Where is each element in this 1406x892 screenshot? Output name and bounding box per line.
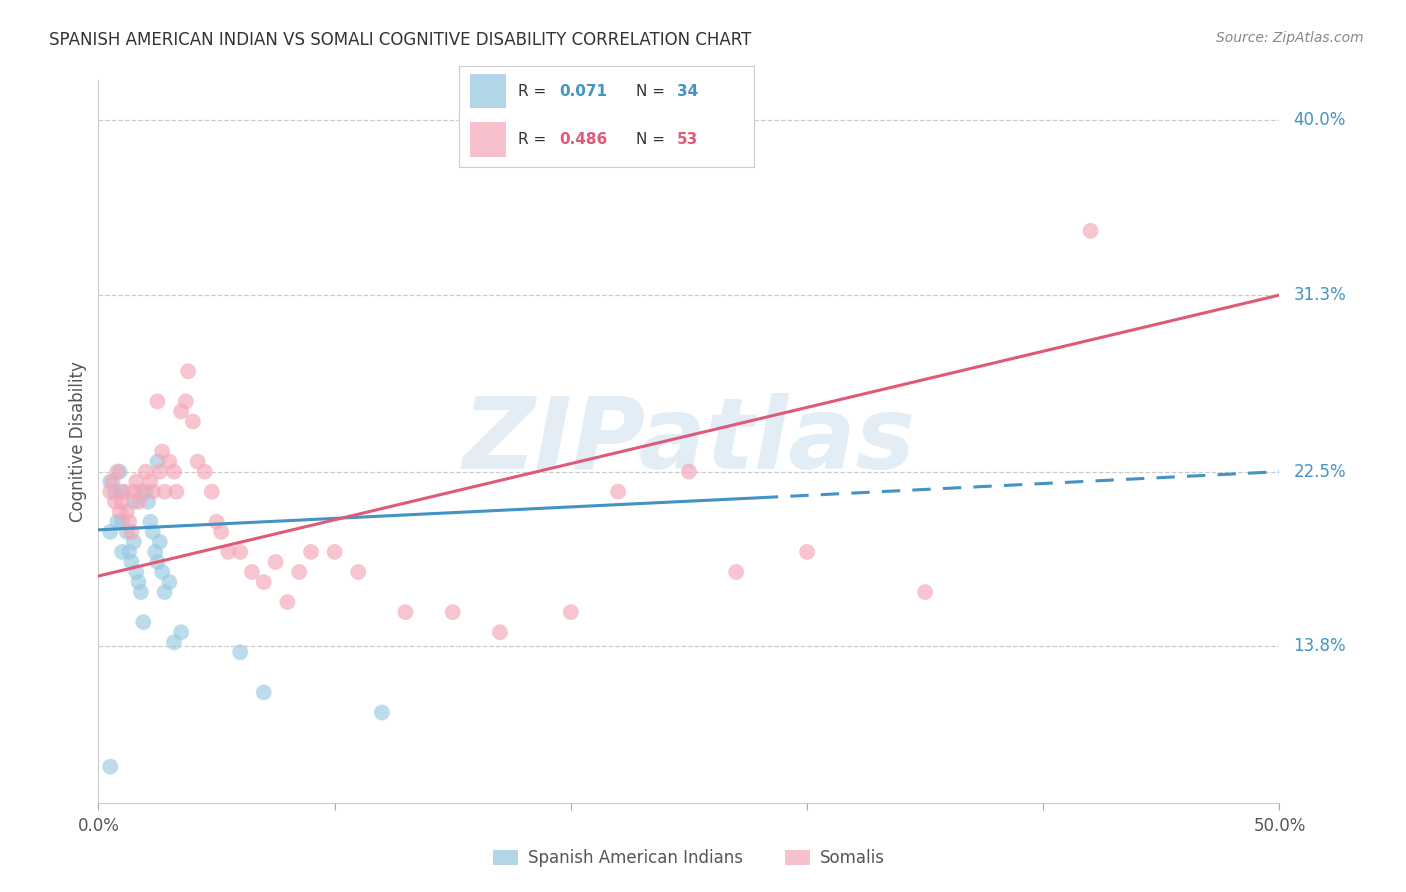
Point (914, 585, 936, 599)
Point (104, 494, 127, 508)
Point (299, 545, 322, 559)
Point (121, 555, 143, 569)
Point (146, 394, 169, 409)
Point (276, 595, 298, 609)
Point (288, 565, 311, 579)
Point (253, 574, 276, 589)
Point (128, 574, 150, 589)
Point (111, 545, 134, 559)
Legend: Spanish American Indians, Somalis: Spanish American Indians, Somalis (486, 843, 891, 874)
Text: 40.0%: 40.0% (1294, 112, 1346, 129)
Point (128, 494, 150, 508)
Point (115, 524, 138, 539)
Point (125, 565, 148, 579)
Y-axis label: Cognitive Disability: Cognitive Disability (69, 361, 87, 522)
Point (678, 465, 700, 479)
Point (98, 475, 121, 489)
Point (115, 505, 138, 519)
Point (240, 565, 263, 579)
Point (607, 484, 630, 499)
Point (371, 706, 394, 720)
Point (229, 545, 252, 559)
Point (105, 465, 128, 479)
Point (98, 484, 121, 499)
Point (108, 505, 131, 519)
Point (174, 394, 197, 409)
Point (153, 585, 176, 599)
Point (187, 454, 209, 469)
Point (194, 465, 217, 479)
Point (394, 605, 416, 619)
Point (157, 454, 180, 469)
Point (149, 534, 172, 549)
Point (135, 465, 157, 479)
Point (135, 484, 157, 499)
Point (163, 635, 186, 649)
Point (101, 475, 124, 489)
Point (323, 545, 346, 559)
Point (111, 484, 134, 499)
Point (253, 685, 276, 699)
Point (111, 515, 134, 529)
Point (157, 574, 180, 589)
Point (150, 444, 173, 458)
Point (560, 605, 582, 619)
Point (725, 565, 748, 579)
Text: 22.5%: 22.5% (1294, 463, 1346, 481)
Text: ZIPatlas: ZIPatlas (463, 393, 915, 490)
Point (125, 475, 148, 489)
Point (111, 494, 134, 508)
Point (98, 524, 121, 539)
Point (121, 524, 143, 539)
Point (146, 555, 169, 569)
Point (170, 625, 193, 640)
Point (136, 494, 159, 508)
Point (118, 545, 141, 559)
Point (163, 465, 186, 479)
Point (122, 484, 145, 499)
Point (112, 484, 135, 499)
Point (146, 454, 169, 469)
Point (441, 605, 464, 619)
Point (264, 555, 287, 569)
Point (153, 484, 176, 499)
Text: 13.8%: 13.8% (1294, 637, 1346, 656)
Point (129, 484, 152, 499)
Point (132, 615, 155, 630)
Point (217, 545, 239, 559)
Text: Source: ZipAtlas.com: Source: ZipAtlas.com (1216, 31, 1364, 45)
Point (201, 484, 224, 499)
Point (149, 465, 172, 479)
Point (181, 414, 204, 428)
Point (122, 534, 145, 549)
Point (139, 475, 162, 489)
Point (122, 494, 145, 508)
Point (143, 545, 166, 559)
Point (165, 484, 187, 499)
Point (796, 545, 818, 559)
Text: SPANISH AMERICAN INDIAN VS SOMALI COGNITIVE DISABILITY CORRELATION CHART: SPANISH AMERICAN INDIAN VS SOMALI COGNIT… (49, 31, 752, 49)
Point (209, 524, 232, 539)
Point (105, 515, 128, 529)
Point (118, 515, 141, 529)
Point (104, 484, 127, 499)
Point (150, 565, 173, 579)
Point (129, 585, 152, 599)
Point (142, 484, 165, 499)
Point (1080, 224, 1102, 238)
Point (229, 645, 252, 659)
Point (142, 524, 165, 539)
Point (108, 465, 131, 479)
Point (98, 760, 121, 774)
Point (489, 625, 512, 640)
Point (177, 364, 200, 378)
Point (170, 404, 193, 418)
Point (205, 515, 228, 529)
Text: 31.3%: 31.3% (1294, 286, 1346, 304)
Point (347, 565, 370, 579)
Point (139, 515, 162, 529)
